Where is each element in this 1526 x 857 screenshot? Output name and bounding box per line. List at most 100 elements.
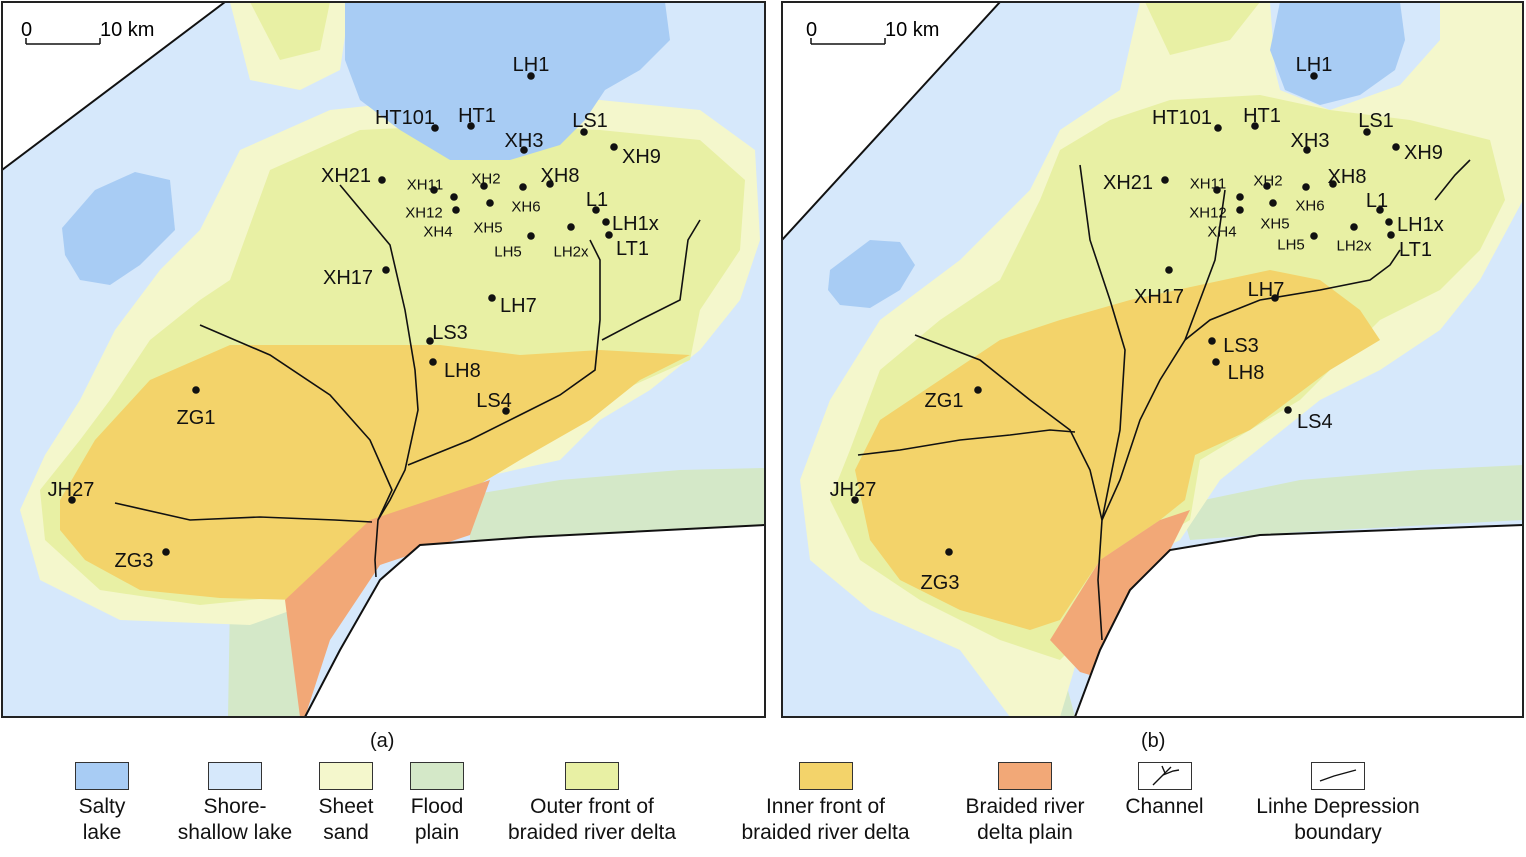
- well-label: ZG1: [177, 407, 216, 429]
- well-point: [605, 231, 613, 239]
- outside-depression-area: [1075, 525, 1523, 717]
- well-point: [1214, 124, 1222, 132]
- legend-label: Outer front of braided river delta: [507, 795, 677, 844]
- well-label: LH2x: [1336, 237, 1372, 254]
- salty-lake-area: [62, 172, 175, 285]
- well-point: [580, 128, 588, 136]
- well-label: LH1x: [1397, 214, 1444, 236]
- flood-plain-swatch: [410, 762, 464, 790]
- well-label: XH6: [1295, 197, 1324, 214]
- well-point: [520, 146, 528, 154]
- well-point: [610, 143, 618, 151]
- braided-plain-swatch: [998, 762, 1052, 790]
- well-point: [1310, 72, 1318, 80]
- well-point: [467, 122, 475, 130]
- well-label: LT1: [616, 238, 649, 260]
- well-label: XH8: [1328, 166, 1367, 188]
- well-point: [162, 548, 170, 556]
- flood-plain-area: [470, 468, 765, 545]
- channel-lines: [857, 159, 1471, 641]
- well-label: XH5: [473, 219, 502, 236]
- well-label: XH9: [1404, 142, 1443, 164]
- well-point: [546, 180, 554, 188]
- well-label: XH21: [1103, 172, 1153, 194]
- well-point: [1213, 186, 1221, 194]
- depression-boundary-line: [1074, 524, 1523, 717]
- well-label: XH3: [1291, 130, 1330, 152]
- well-label: XH3: [505, 130, 544, 152]
- well-label: XH5: [1260, 215, 1289, 232]
- flood-plain-area: [228, 600, 305, 717]
- well-label: HT101: [1152, 107, 1212, 129]
- legend-channel: Channel: [1112, 762, 1217, 820]
- well-point: [430, 186, 438, 194]
- legend-label: Shore- shallow lake: [177, 795, 293, 844]
- legend-salty-lake: Salty lake: [62, 762, 142, 846]
- well-point: [527, 72, 535, 80]
- well-label: XH9: [622, 146, 661, 168]
- well-point: [480, 182, 488, 190]
- well-label: LH8: [444, 360, 481, 382]
- well-point: [1263, 182, 1271, 190]
- legend-label: Braided river delta plain: [965, 795, 1085, 844]
- well-point: [431, 124, 439, 132]
- outer-front-swatch: [565, 762, 619, 790]
- braided-river-delta-plain-area: [285, 480, 490, 717]
- legend-shore-shallow-lake: Shore- shallow lake: [160, 762, 310, 846]
- boundary-icon: [1311, 762, 1365, 790]
- legend-braided-plain: Braided river delta plain: [950, 762, 1100, 846]
- flood-plain-area: [1180, 465, 1523, 540]
- well-point: [1251, 122, 1259, 130]
- well-label: LH8: [1228, 362, 1265, 384]
- well-label: XH17: [1134, 286, 1184, 308]
- well-label: LS4: [476, 390, 512, 412]
- well-point: [1236, 206, 1244, 214]
- well-label: XH2: [1253, 172, 1282, 189]
- well-point: [502, 407, 510, 415]
- well-point: [450, 193, 458, 201]
- well-label: HT1: [1243, 105, 1281, 127]
- panel-a-caption: (a): [370, 730, 395, 752]
- well-label: HT1: [458, 105, 496, 127]
- salty-lake-area: [1270, 2, 1405, 105]
- well-label: LH5: [494, 243, 522, 260]
- well-label: XH11: [407, 176, 443, 193]
- salty-lake-area: [345, 2, 670, 160]
- well-label: XH2: [471, 170, 500, 187]
- well-point: [527, 232, 535, 240]
- well-label: LH7: [500, 295, 537, 317]
- panel-a-frame: [1, 1, 766, 718]
- salty-lake-swatch: [75, 762, 129, 790]
- well-label: LH5: [1277, 236, 1305, 253]
- well-point: [426, 337, 434, 345]
- well-label: LS3: [432, 322, 468, 344]
- channel-icon: [1137, 762, 1192, 790]
- well-label: XH4: [1207, 223, 1236, 240]
- well-point: [1392, 143, 1400, 151]
- well-point: [1329, 180, 1337, 188]
- well-label: XH12: [405, 204, 443, 221]
- well-point: [68, 496, 76, 504]
- well-point: [974, 386, 982, 394]
- outer-front-area: [250, 2, 330, 60]
- legend-outer-front: Outer front of braided river delta: [486, 762, 698, 846]
- well-label: XH8: [541, 165, 580, 187]
- well-label: LS1: [572, 110, 608, 132]
- well-point: [382, 266, 390, 274]
- well-point: [592, 206, 600, 214]
- legend-label: Inner front of braided river delta: [741, 795, 910, 844]
- legend-label: Sheet sand: [318, 795, 374, 844]
- well-point: [1310, 232, 1318, 240]
- legend-label: Salty lake: [78, 795, 126, 844]
- well-point: [1271, 294, 1279, 302]
- well-label: XH21: [321, 165, 371, 187]
- depression-boundary-line: [782, 2, 1001, 241]
- panel-b-caption: (b): [1141, 730, 1166, 752]
- well-point: [1385, 218, 1393, 226]
- well-point: [429, 358, 437, 366]
- legend-boundary: Linhe Depression boundary: [1228, 762, 1448, 846]
- well-point: [1363, 128, 1371, 136]
- well-point: [1303, 146, 1311, 154]
- well-label: LT1: [1399, 239, 1432, 261]
- well-point: [1376, 206, 1384, 214]
